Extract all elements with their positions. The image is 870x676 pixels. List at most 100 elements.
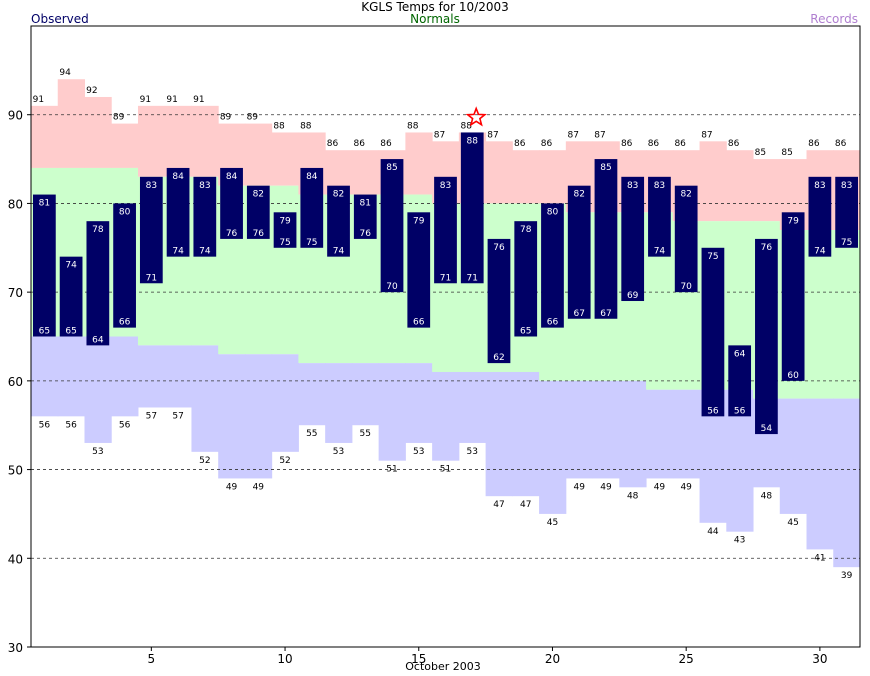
- y-tick-label: 30: [8, 641, 23, 655]
- record-low-band: [405, 363, 433, 443]
- record-low-label: 52: [279, 456, 290, 466]
- observed-low-label: 66: [413, 318, 425, 328]
- record-low-label: 57: [172, 411, 183, 421]
- observed-bar: [567, 185, 591, 319]
- record-high-band: [539, 150, 567, 204]
- y-tick-label: 90: [8, 109, 23, 123]
- legend-records: Records: [810, 12, 858, 26]
- observed-low-label: 71: [467, 273, 478, 283]
- observed-high-label: 76: [761, 243, 773, 253]
- record-low-band: [432, 371, 460, 461]
- observed-high-label: 84: [172, 172, 184, 182]
- observed-low-label: 54: [761, 424, 773, 434]
- observed-bar: [648, 176, 671, 257]
- observed-bar: [246, 185, 270, 239]
- record-low-label: 56: [119, 420, 131, 430]
- observed-high-label: 83: [627, 181, 638, 191]
- record-high-band: [351, 150, 380, 195]
- observed-low-label: 71: [440, 273, 451, 283]
- observed-bar: [674, 185, 698, 293]
- record-low-band: [351, 363, 380, 426]
- record-low-label: 49: [600, 482, 612, 492]
- normal-band: [806, 230, 834, 399]
- observed-low-label: 74: [814, 247, 826, 257]
- record-high-band: [57, 79, 85, 168]
- observed-high-label: 83: [440, 181, 451, 191]
- record-low-band: [592, 380, 620, 479]
- y-tick-label: 50: [8, 464, 23, 478]
- observed-bar: [193, 176, 217, 257]
- observed-high-label: 79: [787, 216, 799, 226]
- observed-low-label: 75: [841, 238, 852, 248]
- normal-band: [833, 230, 861, 399]
- record-low-label: 49: [654, 482, 666, 492]
- observed-bar: [113, 203, 136, 328]
- legend-normals: Normals: [410, 12, 460, 26]
- record-high-band: [753, 159, 781, 222]
- record-low-label: 53: [467, 447, 478, 457]
- observed-high-label: 80: [547, 207, 559, 217]
- observed-low-label: 67: [600, 309, 611, 319]
- record-high-band: [726, 150, 754, 222]
- record-low-label: 49: [253, 482, 265, 492]
- record-low-label: 56: [65, 420, 77, 430]
- observed-high-label: 85: [386, 163, 397, 173]
- observed-high-label: 85: [600, 163, 611, 173]
- x-tick-label: 25: [679, 652, 694, 666]
- observed-bar: [33, 194, 56, 337]
- record-low-band: [458, 371, 487, 443]
- observed-bar: [220, 167, 243, 239]
- record-high-band: [699, 141, 727, 222]
- observed-low-label: 56: [707, 406, 719, 416]
- observed-bar: [353, 194, 377, 239]
- record-low-label: 45: [547, 518, 558, 528]
- observed-low-label: 64: [92, 335, 104, 345]
- observed-high-label: 82: [333, 190, 344, 200]
- observed-low-label: 75: [306, 238, 317, 248]
- record-low-band: [191, 345, 219, 452]
- record-high-band: [31, 105, 59, 168]
- observed-high-label: 81: [39, 199, 50, 209]
- observed-high-label: 79: [413, 216, 425, 226]
- record-high-band: [84, 96, 112, 168]
- observed-low-label: 74: [172, 247, 184, 257]
- record-low-band: [84, 336, 112, 443]
- record-low-band: [137, 345, 166, 408]
- observed-bar: [487, 238, 511, 364]
- record-low-label: 49: [573, 482, 585, 492]
- observed-low-label: 70: [386, 282, 398, 292]
- record-low-label: 47: [520, 500, 531, 510]
- record-low-band: [539, 380, 567, 514]
- record-low-band: [619, 380, 647, 488]
- record-low-band: [164, 345, 192, 408]
- record-low-band: [779, 398, 808, 514]
- observed-low-label: 67: [573, 309, 584, 319]
- observed-high-label: 79: [279, 216, 291, 226]
- record-high-label: 86: [327, 139, 339, 149]
- observed-bar: [300, 167, 324, 248]
- x-tick-label: 15: [411, 652, 426, 666]
- record-high-label: 89: [220, 113, 232, 123]
- record-low-label: 51: [440, 465, 451, 475]
- observed-bar: [781, 212, 805, 381]
- observed-low-label: 74: [199, 247, 211, 257]
- record-high-label: 88: [461, 121, 473, 131]
- observed-high-label: 76: [493, 243, 505, 253]
- observed-high-label: 74: [65, 261, 77, 271]
- record-low-band: [244, 354, 273, 479]
- observed-high-label: 82: [680, 190, 691, 200]
- record-low-band: [111, 336, 139, 417]
- x-tick-label: 5: [148, 652, 156, 666]
- record-low-band: [298, 363, 326, 426]
- observed-bar: [701, 247, 725, 417]
- observed-high-label: 84: [226, 172, 238, 182]
- record-high-band: [191, 105, 219, 177]
- observed-high-label: 75: [707, 252, 718, 262]
- observed-high-label: 78: [92, 225, 104, 235]
- record-low-label: 49: [226, 482, 238, 492]
- record-high-band: [111, 123, 139, 168]
- record-high-label: 91: [33, 95, 44, 105]
- record-high-band: [244, 123, 273, 186]
- record-high-label: 89: [247, 113, 259, 123]
